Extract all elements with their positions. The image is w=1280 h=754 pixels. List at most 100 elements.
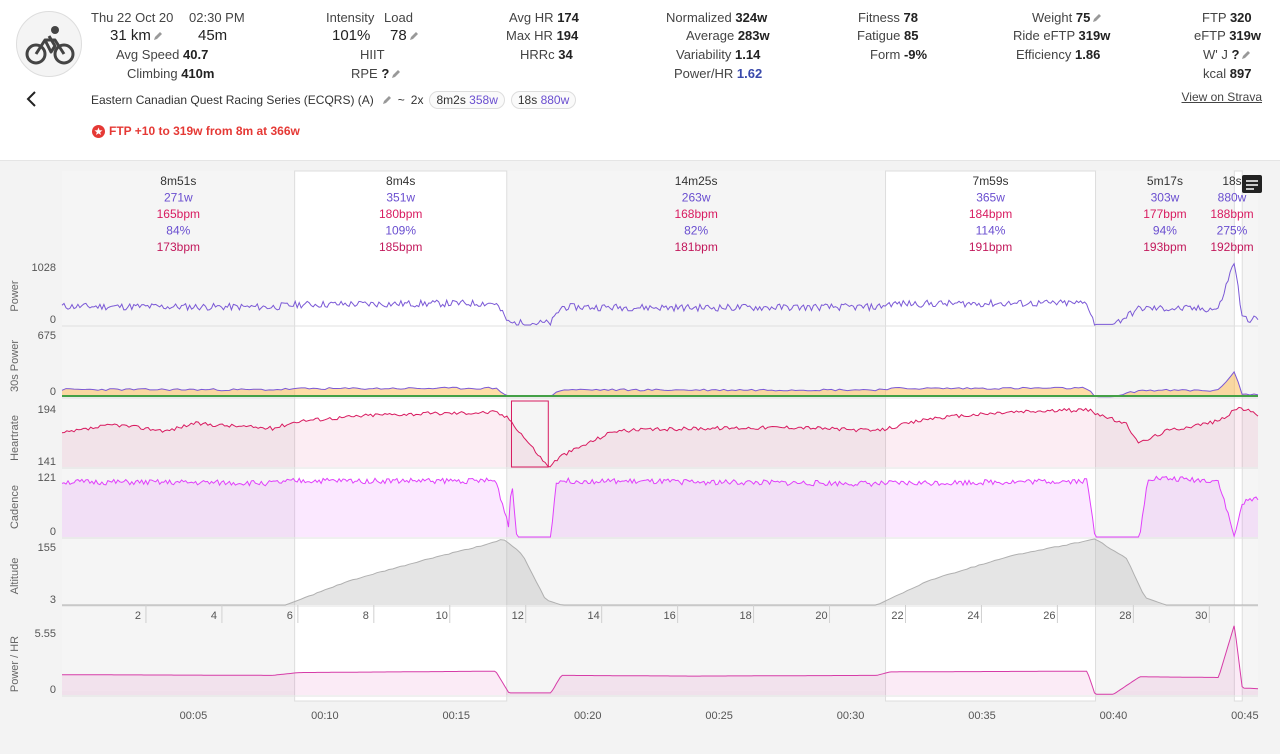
normalized-value: 324w [735,10,768,25]
interval-hr: 184bpm [969,207,1012,221]
interval-duration: 8m4s [386,174,415,188]
axis-max-heartrate: 194 [38,404,56,416]
interval-pct: 82% [684,224,708,238]
interval-pct: 94% [1153,224,1177,238]
weight-stat[interactable]: Weight 75 [1032,10,1102,26]
distance-tick: 12 [512,610,524,622]
cadence-line [61,475,1259,538]
interval-hr: 168bpm [674,207,717,221]
distance-tick: 2 [135,610,141,622]
climbing-label: Climbing [127,66,178,81]
weight-label: Weight [1032,10,1073,25]
distance-tick: 10 [436,610,448,622]
altitude-area [62,539,1258,605]
avg-speed-label: Avg Speed [116,47,180,62]
variability-label: Variability [676,47,732,62]
wj-value: ? [1231,47,1240,62]
load-stat[interactable]: 78 [390,28,419,44]
duration-stat: 45m [198,28,227,44]
activity-charts[interactable]: 8m51s 271w 165bpm 84% 173bpm 8m4s 351w 180bpm 10… [0,160,1280,754]
kcal-stat: kcal 897 [1203,66,1251,82]
axis-max-power: 1028 [32,262,56,274]
interval-pct: 84% [166,224,190,238]
hiit-tag: HIIT [360,47,385,63]
form-value: -9% [903,47,928,62]
ftp-value: 320 [1229,10,1252,25]
axis-label-power: Power [9,280,21,312]
average-label: Average [686,28,735,43]
axis-label-heartrate: Heartrate [9,415,21,461]
peak-interval-pill[interactable]: 18s 880w [510,91,577,109]
axis-max-power30: 675 [38,330,56,342]
pencil-icon[interactable] [409,31,419,41]
powerhr-line [62,625,1259,695]
hrrc-stat: HRRc 34 [520,47,573,63]
interval-count: 2x [410,93,424,107]
fitness-value: 78 [903,10,918,25]
average-stat: Average 283w [686,28,770,44]
pencil-icon[interactable] [1241,50,1251,60]
load-label-text: Load [384,10,413,25]
axis-min-cadence: 0 [50,526,56,538]
distance-tick: 14 [588,610,600,622]
ride-eftp-label: Ride eFTP [1013,28,1075,43]
distance-tick: 6 [287,610,293,622]
maxhr-value: 194 [556,28,579,43]
rpe-value: ? [381,66,390,81]
axis-min-heartrate: 141 [38,456,56,468]
activity-title-row: Eastern Canadian Quest Racing Series (EC… [91,91,577,109]
cycling-avatar [16,11,82,77]
fitness-label: Fitness [858,10,900,25]
avg-speed-stat: Avg Speed 40.7 [116,47,208,63]
altitude-line [62,538,1258,606]
ftp-stat: FTP 320 [1202,10,1252,26]
view-on-strava-link[interactable]: View on Strava [1181,90,1263,104]
powerhr-stat: Power/HR 1.62 [674,66,762,82]
interval-band [885,170,1097,702]
time-tick: 00:25 [705,710,733,722]
interval-power: 271w [164,191,193,205]
axis-label-cadence: Cadence [9,485,21,529]
rpe-stat[interactable]: RPE ? [351,66,401,82]
back-arrow-icon[interactable] [22,89,42,109]
interval-duration: 14m25s [675,174,718,188]
distance-tick: 16 [664,610,676,622]
powerhr-value: 1.62 [736,66,763,81]
interval-duration: 8m51s [160,174,196,188]
time-tick: 00:20 [574,710,602,722]
wj-stat[interactable]: W' J ? [1203,47,1251,63]
interval-hr: 165bpm [157,207,200,221]
power30-line [61,370,1259,398]
distance-tick: 22 [891,610,903,622]
hiit-text: HIIT [360,47,385,62]
hrrc-label: HRRc [520,47,555,62]
time-tick: 00:30 [837,710,865,722]
pencil-icon[interactable] [1092,13,1102,23]
bicycle-icon [25,26,75,65]
time-tick: 00:15 [443,710,471,722]
pencil-icon[interactable] [153,31,163,41]
interval-duration: 7m59s [973,174,1009,188]
climbing-stat: Climbing 410m [127,66,214,82]
interval-pct: 114% [976,224,1006,238]
interval-hr: 180bpm [379,207,422,221]
pencil-icon[interactable] [391,69,401,79]
distance-stat[interactable]: 31 km [110,28,163,44]
pencil-icon[interactable] [382,95,392,105]
activity-name[interactable]: Eastern Canadian Quest Racing Series (EC… [91,93,374,107]
distance-tick: 26 [1043,610,1055,622]
axis-min-powerhr: 0 [50,684,56,696]
axis-min-altitude: 3 [50,594,56,606]
activity-header: Thu 22 Oct 20 02:30 PM 31 km 45m Avg Spe… [0,0,1280,160]
heartrate-area [62,407,1258,467]
selection-box [510,400,549,468]
axis-min-power30: 0 [50,386,56,398]
best-interval-pill[interactable]: 8m2s 358w [429,91,505,109]
interval-power: 263w [682,191,711,205]
distance-tick: 8 [363,610,369,622]
ride-eftp-stat: Ride eFTP 319w [1013,28,1110,44]
activity-time: 02:30 PM [189,10,245,25]
interval-maxhr: 191bpm [969,240,1012,254]
activity-chart-svg[interactable]: 8m51s 271w 165bpm 84% 173bpm 8m4s 351w 180bpm 10… [0,161,1280,754]
cadence-area [62,476,1258,537]
